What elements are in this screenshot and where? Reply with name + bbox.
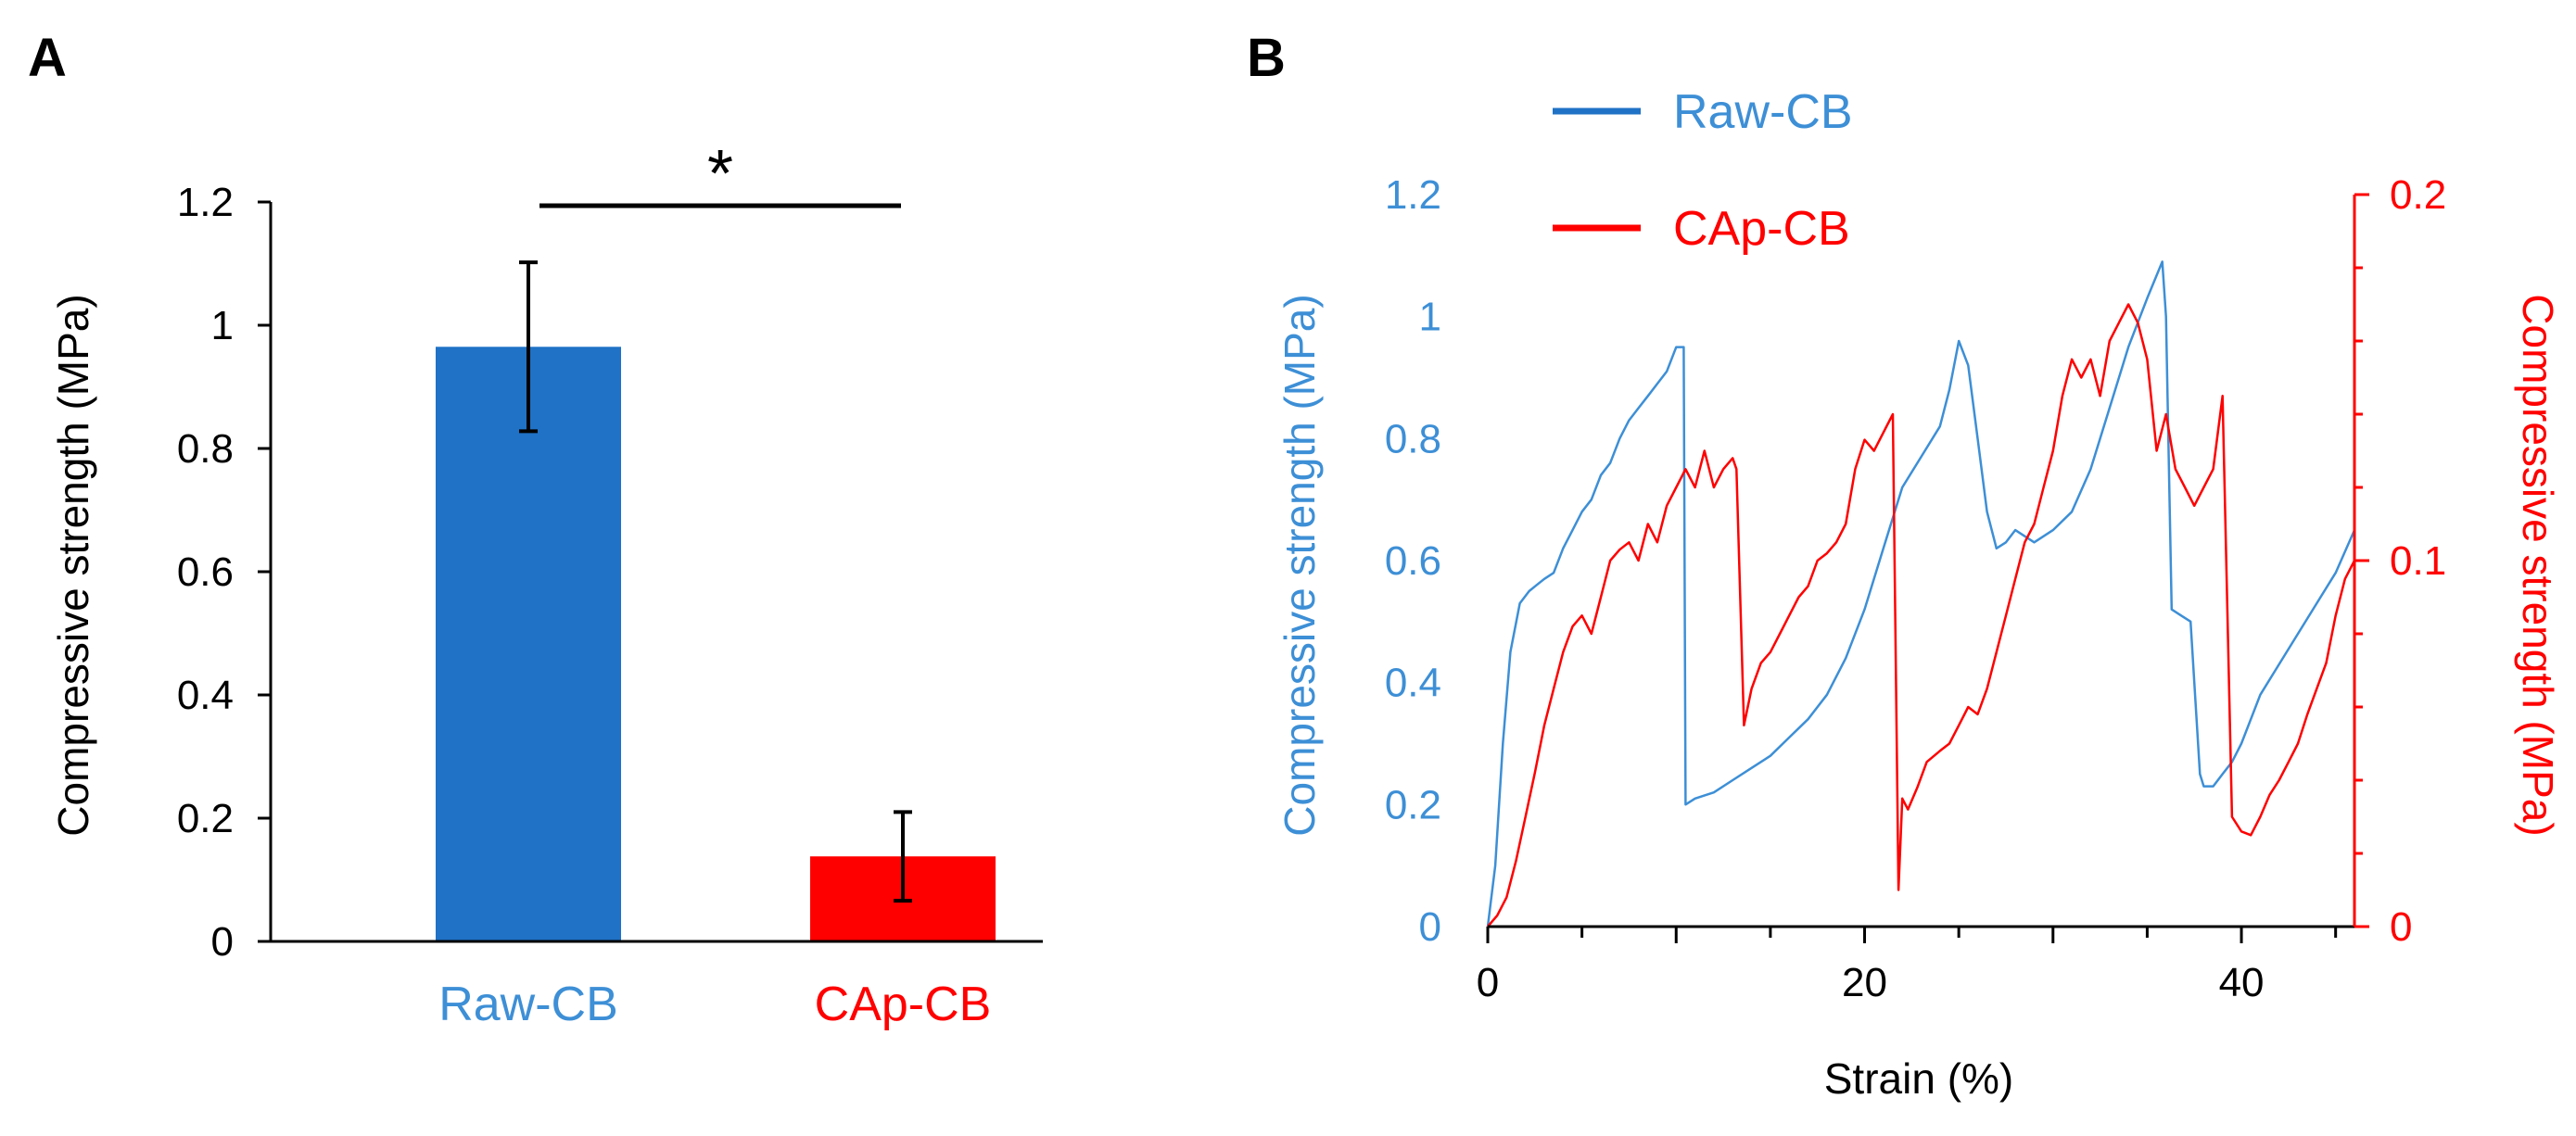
a-y-tick-label: 1.2 [177, 180, 234, 225]
category-label-raw-cb: Raw-CB [438, 978, 618, 1031]
bar-chart-a: 0 0.2 0.4 0.6 0.8 1 1.2 Raw-CB CAp-CB * Compres… [49, 137, 1043, 1031]
b-legend: Raw-CB CAp-CB [1553, 85, 1853, 256]
b-left-y-tick-label: 0.6 [1385, 538, 1441, 584]
b-left-y-tick-label: 1 [1419, 295, 1441, 340]
a-y-tick-label: 1 [211, 303, 234, 348]
b-x-tick-label: 0 [1477, 960, 1499, 1005]
b-left-y-tick-label: 0 [1419, 904, 1441, 950]
category-label-cap-cb: CAp-CB [815, 978, 992, 1031]
b-left-y-tick-label: 1.2 [1385, 172, 1441, 218]
legend-label-cap-cb: CAp-CB [1673, 202, 1850, 256]
line-chart-b: 0 0.2 0.4 0.6 0.8 1 1.2 0 0.1 0.2 0 20 40 Strain (… [1275, 85, 2562, 1103]
b-right-y-tick-label: 0.1 [2390, 538, 2446, 584]
a-y-tick-label: 0 [211, 919, 234, 965]
b-right-y-axis-label: Compressive strength (MPa) [2514, 294, 2562, 836]
b-x-axis-label: Strain (%) [1824, 1054, 2013, 1103]
b-right-y-tick-label: 0 [2390, 904, 2412, 950]
a-y-tick-label: 0.6 [177, 549, 234, 595]
b-left-y-axis-label: Compressive strength (MPa) [1275, 294, 1324, 836]
a-y-tick-label: 0.8 [177, 426, 234, 472]
b-left-y-tick-label: 0.2 [1385, 782, 1441, 827]
panel-label-b: B [1247, 28, 1286, 88]
b-series-lines [1486, 260, 2356, 928]
b-right-y-tick-label: 0.2 [2390, 172, 2446, 218]
a-y-tick-label: 0.2 [177, 796, 234, 841]
b-left-y-tick-label: 0.4 [1385, 661, 1441, 706]
b-x-ticks: 0 20 40 [1477, 927, 2338, 1005]
a-y-axis-label: Compressive strength (MPa) [49, 294, 97, 836]
b-left-y-tick-label: 0.8 [1385, 416, 1441, 461]
b-right-y-ticks: 0 0.1 0.2 [2354, 172, 2446, 950]
a-y-ticks: 0 0.2 0.4 0.6 0.8 1 1.2 [177, 180, 271, 965]
legend-label-raw-cb: Raw-CB [1673, 85, 1853, 139]
a-bars [436, 260, 996, 941]
series-line-cap-cb [1487, 303, 2356, 928]
panel-label-a: A [28, 28, 67, 88]
b-x-tick-label: 40 [2219, 960, 2265, 1005]
a-y-tick-label: 0.4 [177, 673, 234, 718]
b-left-y-ticks: 0 0.2 0.4 0.6 0.8 1 1.2 [1385, 172, 1441, 950]
a-category-labels: Raw-CB CAp-CB [438, 978, 991, 1031]
significance-marker: * [707, 137, 733, 211]
b-x-tick-label: 20 [1842, 960, 1887, 1005]
bar-raw-cb [436, 347, 621, 941]
series-line-raw-cb [1486, 260, 2356, 928]
